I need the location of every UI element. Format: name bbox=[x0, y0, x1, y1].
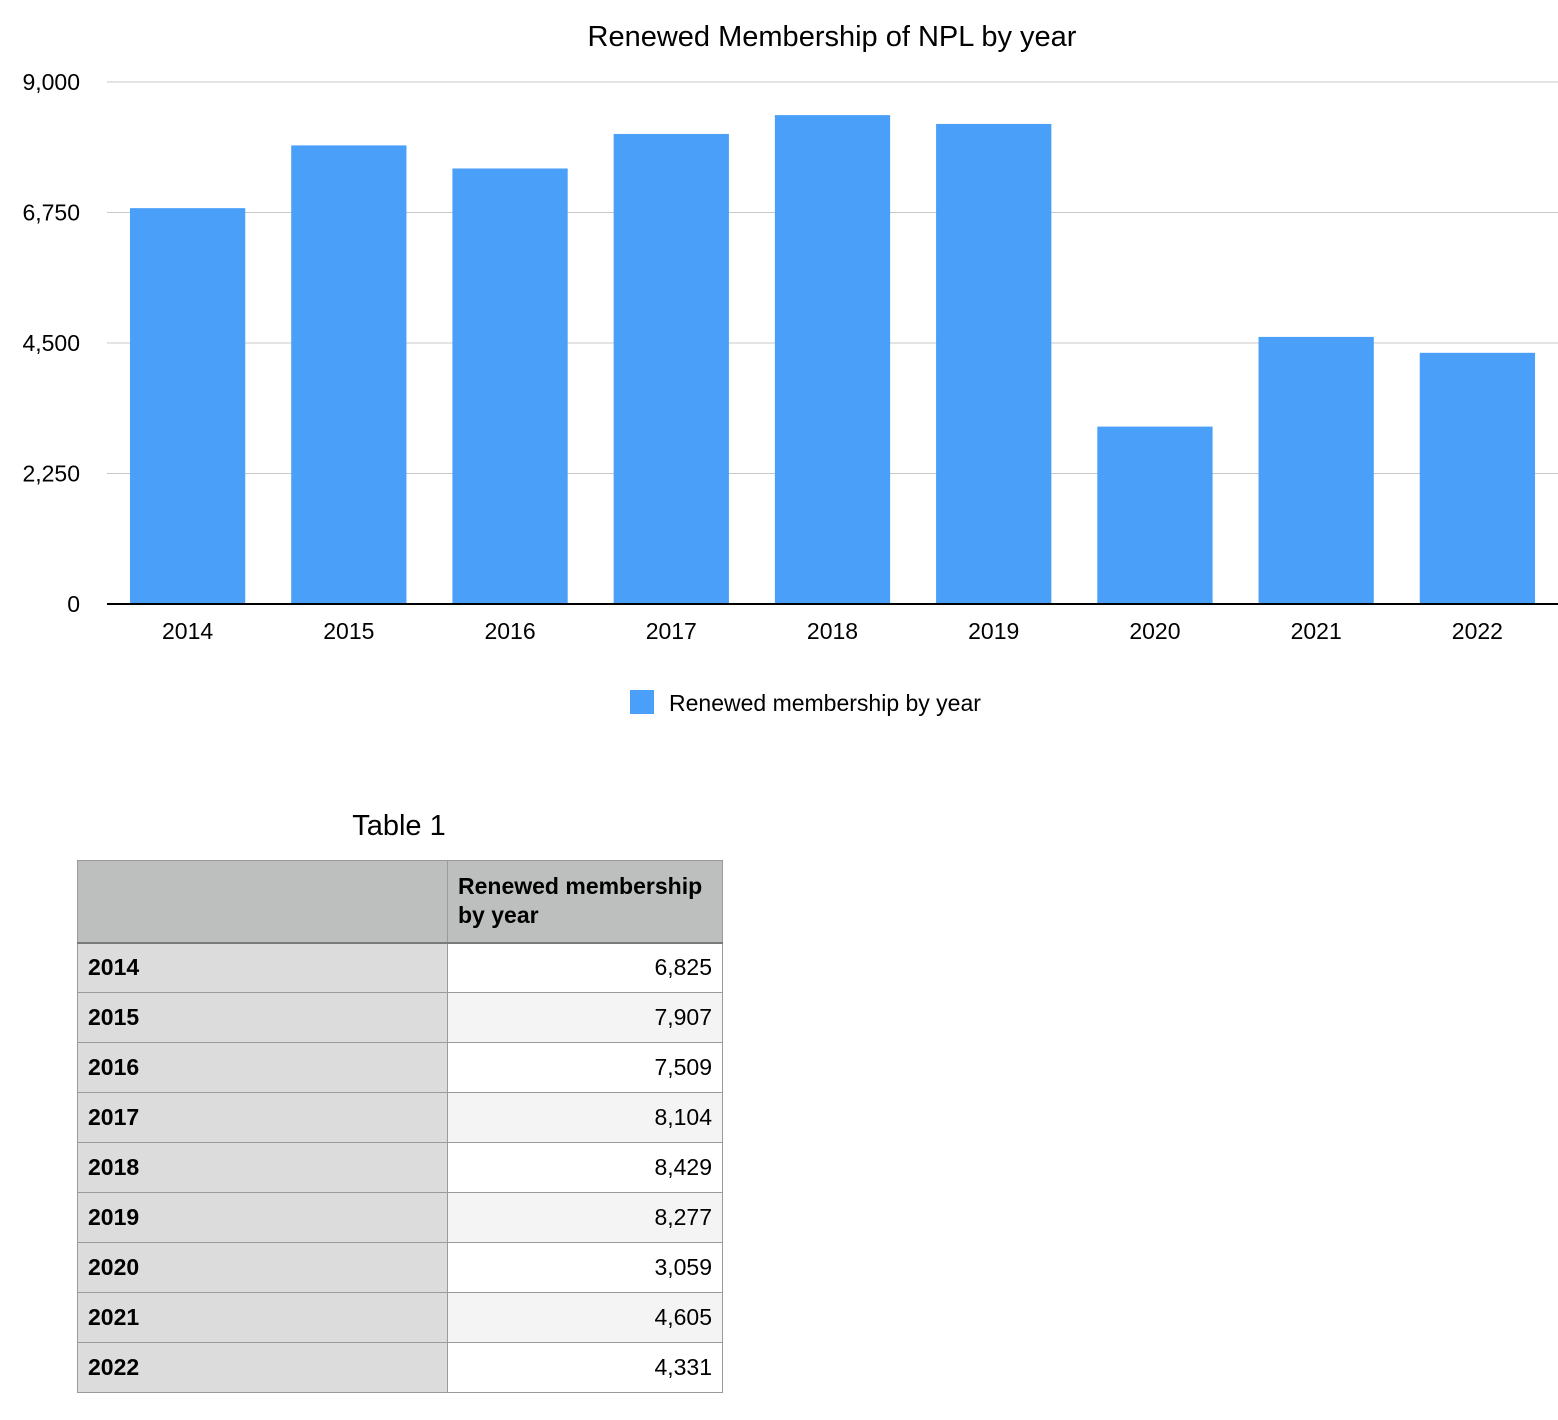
bar-2017 bbox=[613, 133, 729, 604]
table-row: 2019 8,277 bbox=[77, 1192, 723, 1243]
bar-chart: Renewed Membership of NPL by year 0 2,250… bbox=[22, 21, 1558, 716]
y-tick-label: 6,750 bbox=[22, 200, 80, 226]
row-label: 2017 bbox=[77, 1092, 448, 1143]
table-row: 2014 6,825 bbox=[77, 942, 723, 993]
row-value: 4,331 bbox=[447, 1342, 723, 1393]
y-tick-label: 9,000 bbox=[22, 69, 80, 95]
y-tick-label: 2,250 bbox=[22, 461, 80, 487]
row-label: 2021 bbox=[77, 1292, 448, 1343]
bars bbox=[129, 115, 1536, 605]
x-tick-label: 2018 bbox=[807, 618, 858, 644]
x-tick-label: 2015 bbox=[323, 618, 374, 644]
table-header-value: Renewed membership by year bbox=[447, 860, 723, 944]
bar-2020 bbox=[1097, 426, 1213, 604]
row-label: 2020 bbox=[77, 1242, 448, 1293]
y-tick-label: 4,500 bbox=[22, 330, 80, 356]
bar-2021 bbox=[1258, 336, 1374, 604]
table-row: 2015 7,907 bbox=[77, 992, 723, 1043]
table-header-row: Renewed membership by year bbox=[77, 860, 723, 944]
row-value: 7,509 bbox=[447, 1042, 723, 1093]
data-table: Renewed membership by year 2014 6,825 20… bbox=[77, 860, 723, 1393]
table-row: 2020 3,059 bbox=[77, 1242, 723, 1293]
row-label: 2015 bbox=[77, 992, 448, 1043]
x-tick-label: 2022 bbox=[1452, 618, 1503, 644]
table-row: 2018 8,429 bbox=[77, 1142, 723, 1193]
table-row: 2017 8,104 bbox=[77, 1092, 723, 1143]
chart-title: Renewed Membership of NPL by year bbox=[588, 21, 1077, 53]
x-tick-label: 2014 bbox=[162, 618, 213, 644]
x-tick-label: 2016 bbox=[484, 618, 535, 644]
table-header-corner bbox=[77, 860, 448, 944]
bar-2015 bbox=[291, 145, 407, 605]
x-axis-ticks: 2014 2015 2016 2017 2018 2019 2020 2021 2022 bbox=[162, 618, 1503, 644]
row-value: 8,104 bbox=[447, 1092, 723, 1143]
x-tick-label: 2017 bbox=[646, 618, 697, 644]
bar-2018 bbox=[774, 115, 891, 605]
legend-swatch bbox=[630, 690, 654, 714]
row-label: 2019 bbox=[77, 1192, 448, 1243]
y-axis-ticks: 0 2,250 4,500 6,750 9,000 bbox=[22, 69, 80, 617]
row-label: 2022 bbox=[77, 1342, 448, 1393]
row-value: 8,429 bbox=[447, 1142, 723, 1193]
row-label: 2014 bbox=[77, 942, 448, 993]
table-row: 2016 7,509 bbox=[77, 1042, 723, 1093]
bar-2019 bbox=[936, 123, 1052, 605]
row-label: 2018 bbox=[77, 1142, 448, 1193]
row-value: 4,605 bbox=[447, 1292, 723, 1343]
row-value: 6,825 bbox=[447, 942, 723, 993]
bar-2016 bbox=[452, 168, 568, 604]
x-tick-label: 2020 bbox=[1129, 618, 1180, 644]
row-value: 7,907 bbox=[447, 992, 723, 1043]
x-tick-label: 2021 bbox=[1291, 618, 1342, 644]
bar-2014 bbox=[129, 208, 246, 604]
table-title: Table 1 bbox=[352, 810, 446, 842]
table-row: 2021 4,605 bbox=[77, 1292, 723, 1343]
y-tick-label: 0 bbox=[67, 591, 80, 617]
row-value: 3,059 bbox=[447, 1242, 723, 1293]
row-value: 8,277 bbox=[447, 1192, 723, 1243]
row-label: 2016 bbox=[77, 1042, 448, 1093]
x-tick-label: 2019 bbox=[968, 618, 1019, 644]
bar-2022 bbox=[1419, 352, 1536, 604]
legend: Renewed membership by year bbox=[630, 690, 981, 716]
legend-label: Renewed membership by year bbox=[669, 690, 981, 716]
table-row: 2022 4,331 bbox=[77, 1342, 723, 1393]
